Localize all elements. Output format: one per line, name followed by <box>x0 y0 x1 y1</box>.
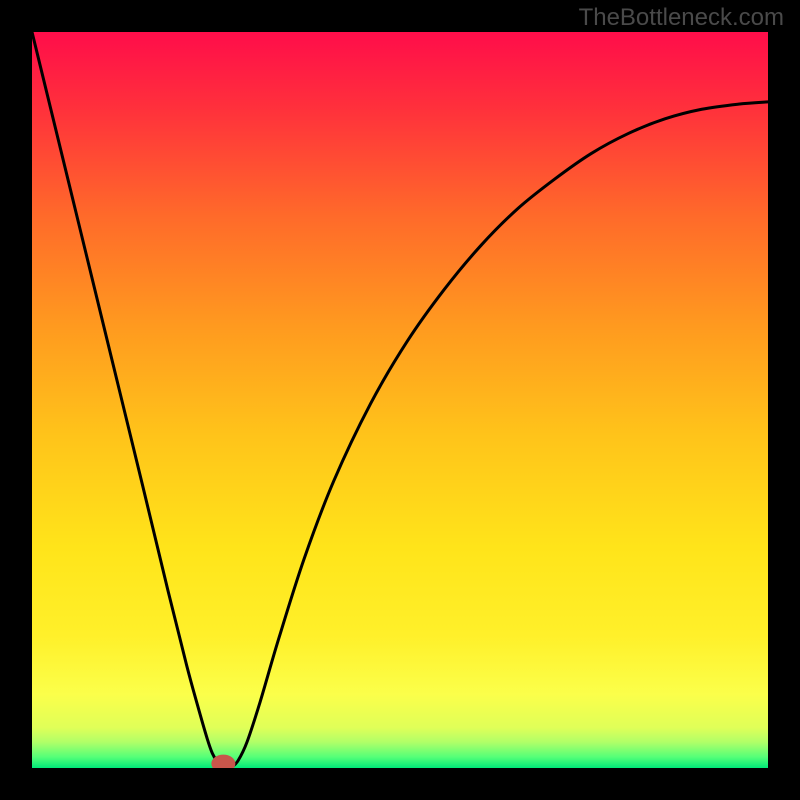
plot-area <box>32 32 768 768</box>
bottleneck-curve <box>32 32 768 768</box>
watermark-text: TheBottleneck.com <box>579 4 784 32</box>
chart-root: TheBottleneck.com <box>0 0 800 800</box>
curve-layer <box>32 32 768 768</box>
